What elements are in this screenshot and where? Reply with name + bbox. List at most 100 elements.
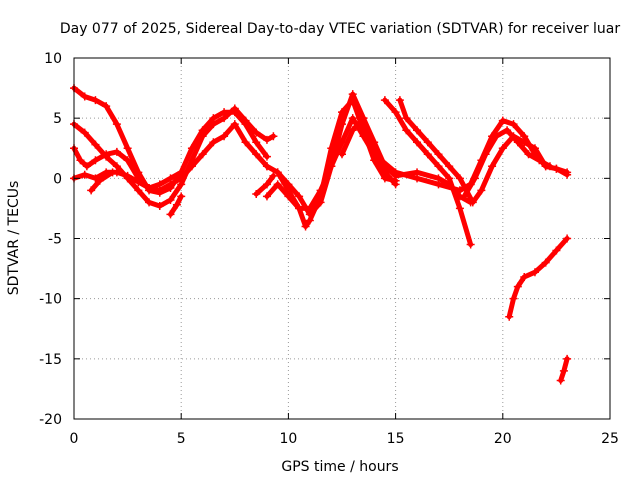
data-point bbox=[423, 138, 432, 147]
data-point bbox=[413, 138, 422, 147]
x-tick-label: 5 bbox=[177, 431, 186, 447]
x-tick-label: 0 bbox=[70, 431, 79, 447]
data-point bbox=[466, 240, 475, 249]
data-point bbox=[434, 150, 443, 159]
data-point bbox=[395, 96, 404, 105]
chart-title: Day 077 of 2025, Sidereal Day-to-day VTE… bbox=[60, 21, 621, 37]
data-point bbox=[155, 202, 164, 211]
series-line bbox=[71, 121, 270, 193]
data-point bbox=[380, 162, 389, 171]
data-point bbox=[198, 150, 207, 159]
data-point bbox=[380, 174, 389, 183]
data-point bbox=[273, 168, 282, 177]
data-point bbox=[338, 150, 346, 159]
data-point bbox=[348, 126, 357, 135]
data-point bbox=[470, 174, 479, 183]
y-tick-label: -10 bbox=[39, 292, 62, 308]
data-point bbox=[91, 156, 100, 165]
data-point bbox=[187, 162, 196, 171]
data-point bbox=[269, 132, 278, 141]
data-point bbox=[509, 120, 518, 129]
data-point bbox=[166, 195, 175, 204]
data-point bbox=[455, 204, 464, 213]
data-point bbox=[556, 376, 565, 385]
data-point bbox=[108, 168, 117, 177]
series-trace-e bbox=[87, 168, 117, 195]
x-tick-label: 15 bbox=[387, 431, 405, 447]
y-tick-label: 5 bbox=[53, 111, 62, 127]
data-point bbox=[145, 183, 154, 192]
series-trace-d bbox=[70, 168, 186, 192]
y-tick-label: -5 bbox=[48, 232, 62, 248]
data-point bbox=[316, 186, 325, 195]
data-point bbox=[391, 108, 400, 117]
data-point bbox=[91, 96, 100, 105]
data-point bbox=[95, 176, 104, 185]
data-point bbox=[262, 162, 271, 171]
data-point bbox=[112, 120, 121, 129]
data-point bbox=[145, 198, 154, 207]
data-point bbox=[262, 192, 271, 201]
data-point bbox=[524, 150, 533, 159]
data-point bbox=[241, 116, 250, 125]
data-point bbox=[498, 116, 507, 125]
data-point bbox=[327, 144, 336, 153]
data-point bbox=[413, 168, 422, 177]
data-point bbox=[91, 174, 100, 183]
data-point bbox=[262, 152, 271, 161]
data-point bbox=[552, 164, 561, 173]
data-point bbox=[166, 174, 175, 183]
data-point bbox=[559, 366, 568, 375]
data-point bbox=[563, 354, 572, 363]
data-point bbox=[348, 114, 357, 123]
data-point bbox=[505, 312, 514, 321]
series-line bbox=[71, 106, 276, 209]
data-point bbox=[348, 96, 357, 105]
data-point bbox=[520, 132, 529, 141]
data-point bbox=[488, 162, 497, 171]
data-point bbox=[391, 171, 400, 180]
data-point bbox=[295, 204, 304, 213]
series-line bbox=[264, 115, 474, 211]
data-point bbox=[80, 92, 89, 101]
data-point bbox=[477, 186, 486, 195]
data-point bbox=[284, 192, 293, 201]
data-point bbox=[295, 192, 304, 201]
data-point bbox=[273, 180, 282, 189]
data-point bbox=[552, 246, 561, 255]
data-point bbox=[541, 258, 550, 267]
label-layer: 0 5 10 15 20 25 -20 -15 -10 -5 0 5 10 bbox=[39, 51, 619, 447]
data-point bbox=[413, 126, 422, 135]
data-point bbox=[262, 180, 271, 189]
data-point bbox=[492, 132, 501, 141]
data-point bbox=[545, 162, 554, 171]
y-tick-label: 10 bbox=[44, 51, 62, 67]
data-point bbox=[172, 200, 181, 209]
data-point bbox=[380, 96, 389, 105]
series-trace-o bbox=[460, 126, 554, 201]
data-point bbox=[455, 174, 464, 183]
data-point bbox=[513, 282, 522, 291]
y-tick-label: -20 bbox=[39, 412, 62, 428]
data-point bbox=[498, 144, 507, 153]
data-point bbox=[220, 114, 229, 123]
x-axis-title: GPS time / hours bbox=[281, 459, 398, 475]
data-point bbox=[230, 120, 239, 129]
data-point bbox=[301, 222, 310, 231]
series-trace-p bbox=[505, 234, 572, 321]
data-point bbox=[468, 198, 477, 207]
data-point bbox=[123, 171, 132, 180]
data-point bbox=[252, 138, 261, 147]
data-point bbox=[123, 144, 132, 153]
data-point bbox=[82, 162, 91, 171]
data-point bbox=[423, 150, 432, 159]
data-point bbox=[102, 102, 111, 111]
data-point bbox=[166, 210, 175, 219]
x-tick-label: 25 bbox=[601, 431, 619, 447]
data-point bbox=[80, 128, 89, 137]
data-point bbox=[445, 174, 454, 183]
data-point bbox=[80, 170, 89, 179]
data-point bbox=[327, 162, 336, 171]
